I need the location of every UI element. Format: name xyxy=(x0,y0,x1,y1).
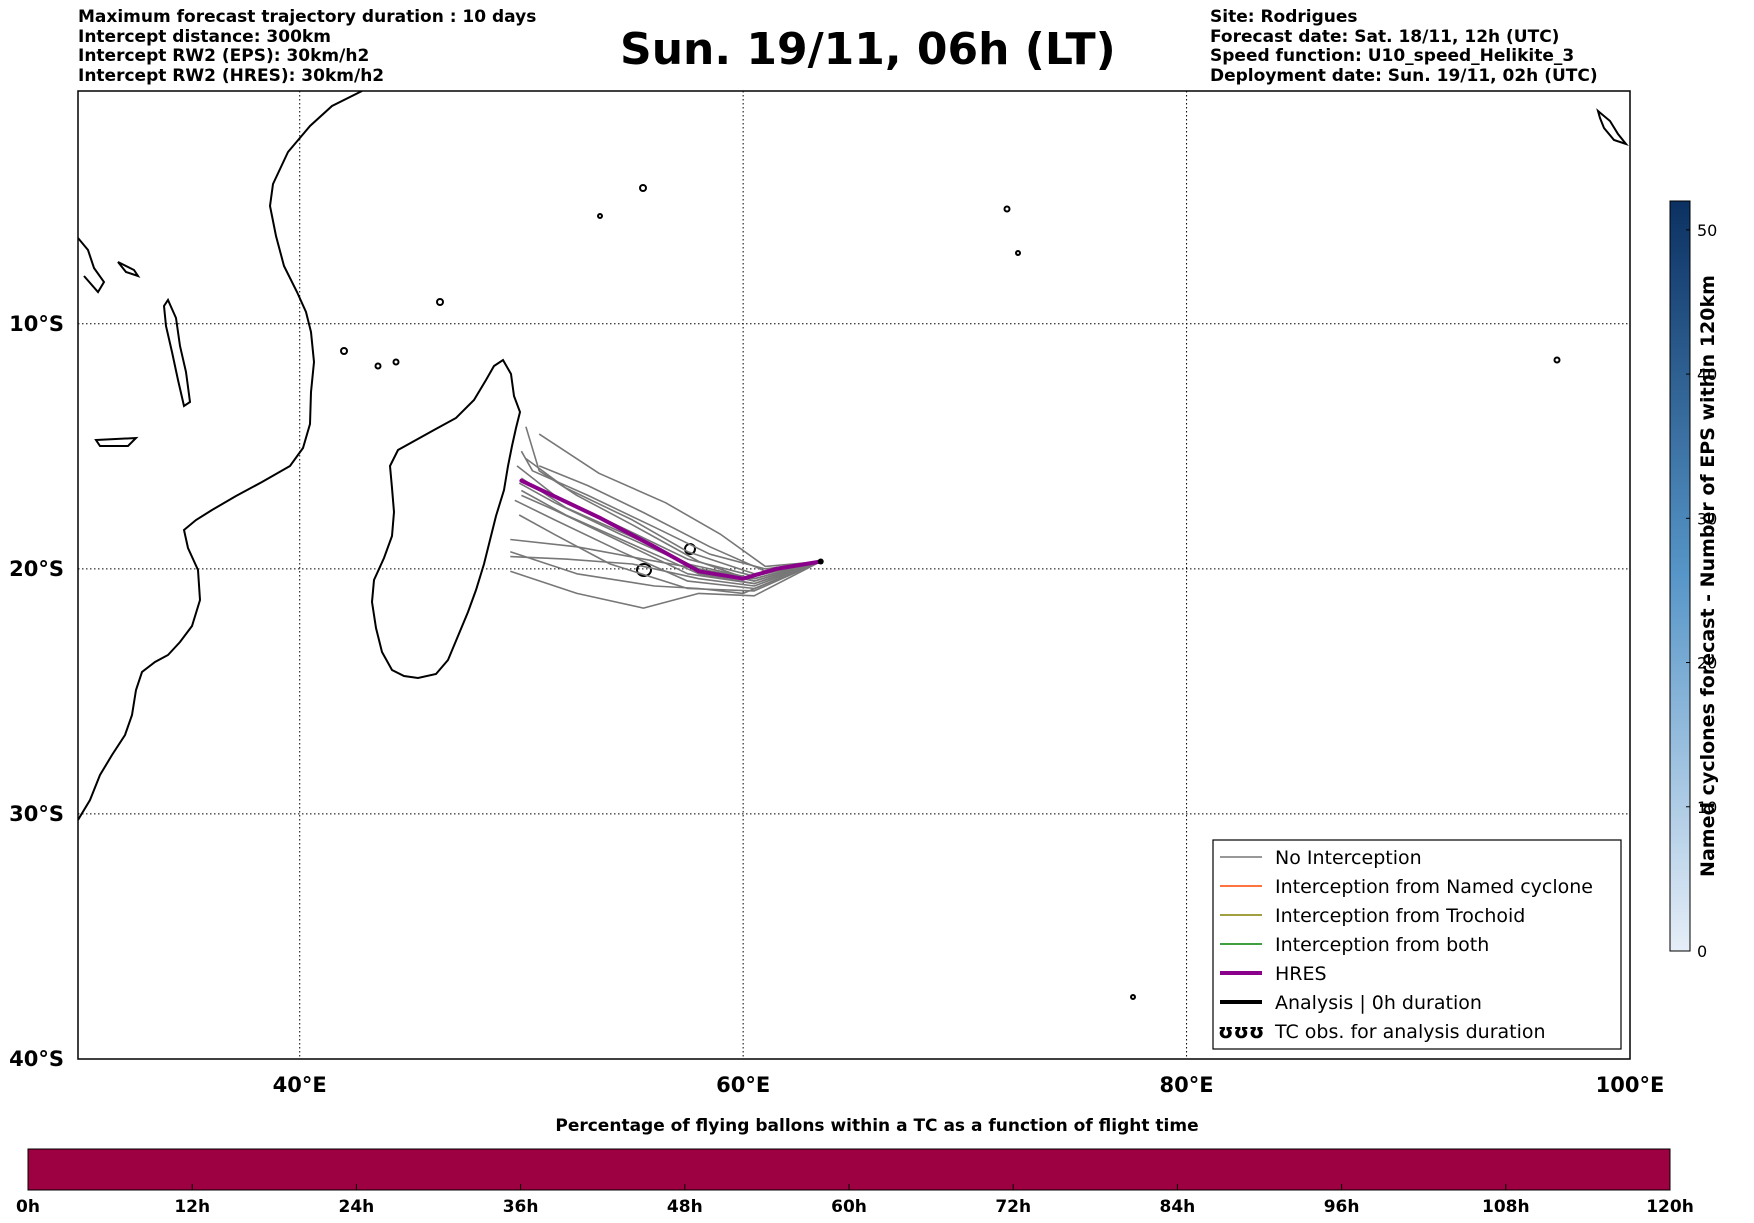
legend-box xyxy=(1212,839,1622,1050)
colorbar-right-label: Named cyclones forecast - Number of EPS … xyxy=(1697,275,1719,877)
header-left-line: Intercept RW2 (HRES): 30km/h2 xyxy=(78,65,385,86)
comoros-island xyxy=(374,362,382,370)
trajectories xyxy=(510,426,824,609)
colorbar-bottom-bar xyxy=(27,1148,1671,1191)
legend-label: Analysis | 0h duration xyxy=(1275,992,1482,1014)
colorbar-right-tick-label: 40 xyxy=(1697,365,1717,384)
colorbar-bottom-tick-label: 72h xyxy=(995,1197,1031,1217)
legend-label: No Interception xyxy=(1275,847,1422,869)
colorbar-right-tick-label: 0 xyxy=(1697,942,1707,961)
colorbar-bottom-tick-label: 36h xyxy=(503,1197,539,1217)
header-left-line: Intercept RW2 (EPS): 30km/h2 xyxy=(78,46,370,66)
hres-trajectory xyxy=(519,478,823,581)
lake-malawi xyxy=(162,297,192,408)
eps-trajectory xyxy=(510,560,822,609)
colorbar-bottom: 0h 12h 24h 36h 48h 60h 72h 84h 96h 108h 120h xyxy=(16,1148,1694,1217)
eps-trajectory xyxy=(510,555,821,587)
chagos-island xyxy=(1003,205,1011,213)
lake-kariba xyxy=(94,436,139,447)
colorbar-bottom-tick-label: 24h xyxy=(339,1197,375,1217)
comoros-island xyxy=(392,358,400,366)
header-left-line: Maximum forecast trajectory duration : 1… xyxy=(78,7,537,27)
colorbar-bottom-tick-label: 120h xyxy=(1646,1197,1694,1217)
reunion-island xyxy=(636,563,652,577)
lat-tick-label: 10°S xyxy=(9,312,64,336)
legend-label: TC obs. for analysis duration xyxy=(1274,1021,1546,1043)
tc-obs-symbol: ʊʊʊ xyxy=(1218,1019,1264,1043)
axis-tick-labels: 40°E 60°E 80°E 100°E 10°S 20°S 30°S 40°S xyxy=(9,312,1664,1097)
lon-tick-label: 40°E xyxy=(273,1073,327,1097)
colorbar-bottom-tick-label: 12h xyxy=(174,1197,210,1217)
legend-label: Interception from Named cyclone xyxy=(1275,876,1593,898)
legend: No Interception Interception from Named c… xyxy=(1212,839,1622,1050)
somalia-coastline xyxy=(78,237,106,294)
colorbar-bottom-ticks: 0h 12h 24h 36h 48h 60h 72h 84h 96h 108h 120h xyxy=(16,1184,1694,1217)
graticule xyxy=(78,91,1630,1059)
start-point-marker xyxy=(817,558,824,565)
header-right-line: Site: Rodrigues xyxy=(1210,7,1358,27)
header-right-line: Forecast date: Sat. 18/11, 12h (UTC) xyxy=(1210,26,1560,47)
header-left-line: Intercept distance: 300km xyxy=(78,26,331,47)
comoros-island xyxy=(340,347,348,355)
map-frame xyxy=(77,90,1631,1060)
island xyxy=(1130,994,1136,1000)
island-top-right xyxy=(1596,108,1629,147)
header-right-line: Speed function: U10_speed_Helikite_3 xyxy=(1210,46,1575,66)
lake-tanganyika xyxy=(117,261,141,278)
colorbar-right: 0 10 20 30 40 50 Named cyclones forecast - Nu… xyxy=(1669,200,1719,961)
lat-tick-label: 40°S xyxy=(9,1047,64,1071)
eps-trajectory xyxy=(510,550,822,595)
eps-trajectory xyxy=(518,482,821,580)
colorbar-bottom-title: Percentage of flying ballons within a TC… xyxy=(555,1116,1199,1136)
colorbar-right-tick-label: 20 xyxy=(1697,654,1717,673)
eps-trajectory xyxy=(521,494,821,585)
colorbar-right-ticks: 0 10 20 30 40 50 xyxy=(1686,221,1717,961)
lon-tick-label: 100°E xyxy=(1596,1073,1665,1097)
colorbar-bottom-tick-label: 108h xyxy=(1482,1197,1530,1217)
legend-items: No Interception Interception from Named c… xyxy=(1218,847,1593,1043)
eps-trajectory xyxy=(520,450,821,570)
colorbar-bottom-tick-label: 60h xyxy=(831,1197,867,1217)
seychelles-island xyxy=(597,213,603,219)
colorbar-bottom-tick-label: 84h xyxy=(1160,1197,1196,1217)
colorbar-right-tick-label: 30 xyxy=(1697,509,1717,528)
colorbar-bottom-tick-label: 0h xyxy=(16,1197,40,1217)
colorbar-bottom-tick-label: 48h xyxy=(667,1197,703,1217)
eps-trajectory xyxy=(518,514,822,592)
header-right-line: Deployment date: Sun. 19/11, 02h (UTC) xyxy=(1210,65,1598,86)
chagos-island xyxy=(1015,250,1021,256)
colorbar-right-tick-label: 10 xyxy=(1697,798,1717,817)
header-right-info: Site: Rodrigues Forecast date: Sat. 18/1… xyxy=(1210,7,1598,86)
colorbar-bottom-tick-label: 96h xyxy=(1324,1197,1360,1217)
header-left-info: Maximum forecast trajectory duration : 1… xyxy=(78,7,537,86)
eps-trajectory xyxy=(525,426,821,582)
colorbar-right-tick-label: 50 xyxy=(1697,221,1717,240)
africa-coastline xyxy=(78,91,363,821)
colorbar-right-bar xyxy=(1669,200,1691,952)
island xyxy=(1553,356,1561,364)
lon-tick-label: 60°E xyxy=(716,1073,770,1097)
lat-tick-label: 20°S xyxy=(9,557,64,581)
madagascar-coastline xyxy=(370,358,522,680)
lat-tick-label: 30°S xyxy=(9,802,64,826)
eps-trajectory xyxy=(538,433,821,568)
island xyxy=(436,298,444,306)
coastlines xyxy=(78,91,1629,1000)
legend-label: Interception from Trochoid xyxy=(1275,905,1525,927)
legend-label: Interception from both xyxy=(1275,934,1489,956)
page-title: Sun. 19/11, 06h (LT) xyxy=(620,24,1116,75)
seychelles-island xyxy=(639,184,647,192)
legend-label: HRES xyxy=(1275,963,1327,985)
lon-tick-label: 80°E xyxy=(1160,1073,1214,1097)
